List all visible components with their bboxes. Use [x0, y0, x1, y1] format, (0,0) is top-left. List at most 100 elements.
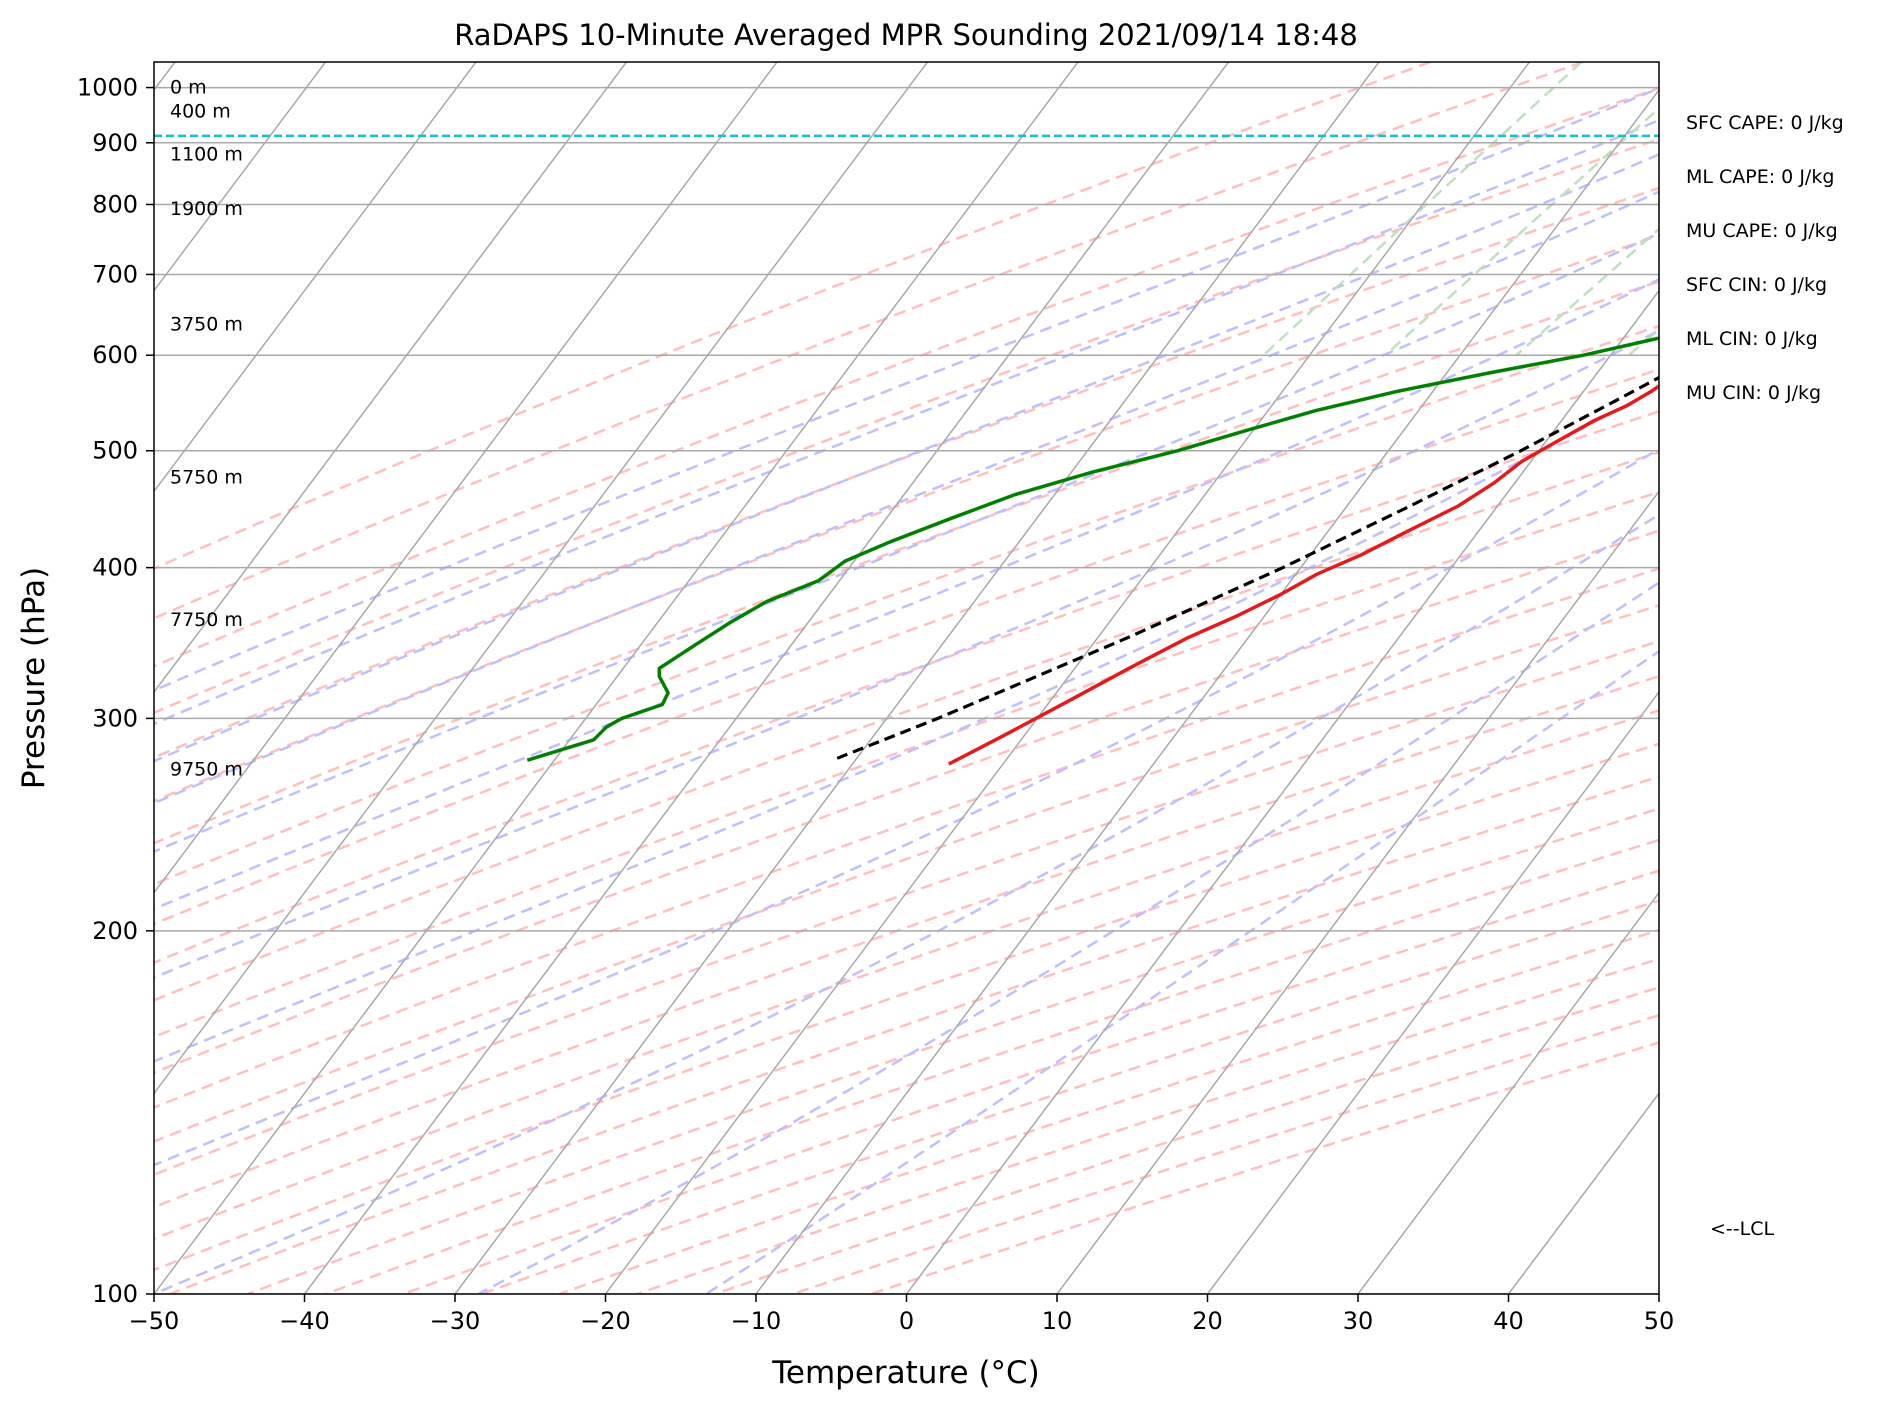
isotherm — [154, 62, 628, 694]
height-label: 1900 m — [170, 198, 243, 220]
x-tick-label: 0 — [899, 1307, 914, 1335]
dry-adiabat — [154, 324, 1659, 886]
mixing-ratio-line — [1628, 327, 1659, 357]
moist-adiabat — [705, 649, 1659, 1294]
index-label: ML CIN: 0 J/kg — [1686, 328, 1818, 350]
moist-adiabat — [154, 386, 1659, 1063]
mixing-ratio-line — [1515, 227, 1659, 357]
isotherm — [1357, 891, 1659, 1294]
height-label: 1100 m — [170, 144, 243, 166]
dry-adiabat — [169, 775, 1659, 1294]
height-label: 0 m — [170, 77, 207, 99]
dry-adiabat — [154, 368, 1659, 926]
dry-adiabat — [154, 410, 1659, 964]
y-tick-label: 200 — [92, 917, 138, 945]
dry-adiabat — [154, 674, 1659, 1209]
y-axis-label: Pressure (hPa) — [16, 567, 52, 789]
dry-adiabat — [154, 234, 1659, 803]
mixing-ratio-line — [1384, 106, 1659, 357]
dry-adiabat — [154, 62, 1431, 570]
y-tick-label: 800 — [92, 190, 138, 218]
dry-adiabat — [403, 869, 1659, 1294]
moist-adiabat — [154, 278, 1659, 911]
dry-adiabat — [792, 1013, 1659, 1294]
y-tick-label: 900 — [92, 129, 138, 157]
y-tick-label: 300 — [92, 704, 138, 732]
moist-adiabat — [154, 190, 1659, 805]
isotherm — [154, 62, 778, 894]
dry-adiabat — [870, 1041, 1659, 1294]
dry-adiabat — [154, 529, 1659, 1075]
moist-adiabat — [154, 86, 1659, 692]
height-label: 3750 m — [170, 314, 243, 336]
index-label: SFC CIN: 0 J/kg — [1686, 274, 1827, 296]
temperature-profile-line — [947, 384, 1659, 766]
isotherm — [1658, 1292, 1659, 1294]
dry-adiabat — [154, 280, 1659, 845]
index-label: MU CIN: 0 J/kg — [1686, 382, 1821, 404]
height-label: 400 m — [170, 101, 231, 123]
x-axis-label: Temperature (°C) — [771, 1355, 1040, 1391]
dry-adiabat — [154, 137, 1659, 715]
x-tick-label: −50 — [129, 1307, 180, 1335]
mixing-ratio-line — [1262, 62, 1583, 357]
height-label: 9750 m — [170, 759, 243, 781]
moist-adiabat — [154, 118, 1659, 726]
x-tick-label: −30 — [430, 1307, 481, 1335]
moist-adiabat — [154, 231, 1659, 853]
height-label: 5750 m — [170, 467, 243, 489]
isotherm — [1507, 1092, 1659, 1294]
dewpoint-profile-line — [526, 336, 1659, 762]
dry-adiabat — [154, 709, 1659, 1241]
isotherm — [303, 62, 1230, 1294]
y-tick-label: 400 — [92, 554, 138, 582]
index-label: SFC CAPE: 0 J/kg — [1686, 112, 1844, 134]
x-tick-label: 30 — [1343, 1307, 1374, 1335]
dry-adiabat — [154, 639, 1659, 1177]
isotherm — [604, 62, 1531, 1294]
moist-adiabat — [154, 329, 1659, 979]
isotherm — [755, 88, 1659, 1294]
isotherm — [154, 62, 1079, 1294]
height-label: 7750 m — [170, 609, 243, 631]
y-tick-label: 1000 — [77, 74, 138, 102]
x-tick-label: −10 — [731, 1307, 782, 1335]
dry-adiabat — [154, 186, 1659, 759]
dry-adiabat — [154, 742, 1659, 1272]
moist-adiabat — [154, 153, 1659, 763]
y-tick-label: 600 — [92, 341, 138, 369]
isotherm — [1206, 690, 1659, 1294]
index-label: MU CAPE: 0 J/kg — [1686, 220, 1838, 242]
isotherm — [154, 62, 477, 493]
x-tick-label: −40 — [279, 1307, 330, 1335]
plot-frame — [153, 61, 1660, 1295]
mixing-ratio-line — [1704, 62, 1882, 355]
dry-adiabat — [154, 62, 1584, 620]
chart-title: RaDAPS 10-Minute Averaged MPR Sounding 2… — [454, 18, 1358, 52]
y-tick-label: 700 — [92, 260, 138, 288]
isotherm — [154, 62, 929, 1095]
dry-adiabat — [154, 567, 1659, 1109]
x-tick-label: 10 — [1042, 1307, 1073, 1335]
y-tick-label: 500 — [92, 437, 138, 465]
x-tick-label: 20 — [1192, 1307, 1223, 1335]
moist-adiabat — [154, 447, 1659, 1167]
y-tick-label: 100 — [92, 1280, 138, 1308]
isotherm — [454, 62, 1380, 1294]
mixing-ratio-line — [1808, 62, 1882, 355]
dry-adiabat — [714, 986, 1659, 1294]
isotherm — [154, 62, 327, 292]
dry-adiabat — [480, 899, 1659, 1294]
x-tick-label: −20 — [580, 1307, 631, 1335]
index-label: ML CAPE: 0 J/kg — [1686, 166, 1834, 188]
x-tick-label: 50 — [1644, 1307, 1675, 1335]
dry-adiabat — [154, 490, 1659, 1039]
x-tick-label: 40 — [1493, 1307, 1524, 1335]
dry-adiabat — [154, 603, 1659, 1143]
isotherm — [905, 289, 1659, 1294]
isotherm — [1056, 490, 1659, 1294]
dry-adiabat — [154, 450, 1659, 1002]
dry-adiabat — [325, 838, 1659, 1294]
lcl-label: <--LCL — [1710, 1218, 1774, 1240]
